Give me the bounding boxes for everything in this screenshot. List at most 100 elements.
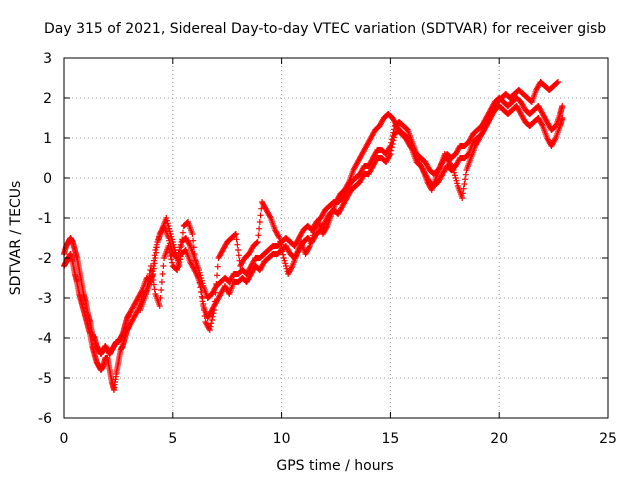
data-point bbox=[254, 239, 261, 245]
data-point bbox=[166, 228, 173, 235]
y-tick-label: -2 bbox=[38, 251, 52, 267]
data-point bbox=[211, 298, 218, 305]
data-point bbox=[189, 231, 196, 237]
data-point bbox=[158, 287, 165, 293]
data-point bbox=[306, 244, 313, 251]
data-point bbox=[163, 217, 170, 224]
data-point bbox=[167, 253, 174, 259]
data-point bbox=[168, 233, 175, 240]
data-point bbox=[257, 212, 264, 219]
data-points bbox=[61, 79, 566, 393]
data-point bbox=[309, 235, 316, 241]
data-point bbox=[454, 180, 461, 187]
data-point bbox=[387, 151, 394, 157]
data-point bbox=[484, 120, 491, 127]
data-point bbox=[166, 237, 173, 244]
y-tick-label: -1 bbox=[38, 211, 52, 227]
data-point bbox=[306, 243, 313, 249]
data-point bbox=[157, 295, 164, 301]
data-point bbox=[234, 241, 241, 248]
data-point bbox=[166, 249, 173, 256]
data-point bbox=[233, 236, 240, 243]
data-point bbox=[179, 229, 186, 236]
data-point bbox=[276, 235, 283, 241]
y-tick-label: 0 bbox=[43, 171, 52, 187]
plot-frame bbox=[63, 57, 609, 419]
data-point bbox=[212, 289, 219, 296]
y-tick-label: -6 bbox=[38, 411, 52, 427]
data-point bbox=[190, 237, 197, 244]
x-tick-label: 10 bbox=[273, 431, 291, 447]
data-point bbox=[163, 215, 170, 221]
data-point bbox=[280, 255, 287, 261]
data-point bbox=[150, 271, 157, 277]
data-point bbox=[214, 272, 221, 279]
data-point bbox=[278, 245, 285, 251]
data-point bbox=[134, 308, 141, 315]
data-point bbox=[153, 244, 160, 251]
data-point bbox=[459, 190, 466, 197]
data-point bbox=[165, 243, 172, 249]
data-point bbox=[281, 257, 288, 264]
data-point bbox=[207, 323, 214, 330]
data-point bbox=[148, 263, 155, 269]
data-point bbox=[235, 252, 242, 259]
data-point bbox=[172, 249, 179, 256]
y-tick-label: -5 bbox=[38, 371, 52, 387]
data-point bbox=[153, 249, 160, 256]
data-point bbox=[198, 283, 205, 289]
y-axis-label: SDTVAR / TECUs bbox=[8, 181, 24, 296]
data-point bbox=[192, 257, 199, 264]
data-point bbox=[171, 247, 178, 253]
data-point bbox=[280, 251, 287, 258]
data-point bbox=[451, 169, 458, 176]
data-point bbox=[193, 264, 200, 271]
data-point bbox=[200, 307, 207, 313]
data-point bbox=[175, 260, 182, 267]
data-point bbox=[211, 307, 218, 313]
data-point bbox=[232, 231, 239, 238]
data-point bbox=[174, 255, 181, 261]
data-point bbox=[200, 301, 207, 307]
data-point bbox=[450, 167, 457, 173]
data-point bbox=[176, 263, 183, 269]
data-point bbox=[419, 165, 426, 172]
data-point bbox=[208, 320, 215, 327]
data-point bbox=[191, 251, 198, 257]
data-point bbox=[166, 225, 173, 232]
data-point bbox=[559, 115, 566, 121]
y-tick-label: -3 bbox=[38, 291, 52, 307]
data-point bbox=[255, 232, 262, 239]
data-point bbox=[559, 103, 566, 109]
data-point bbox=[213, 281, 220, 287]
data-point bbox=[391, 134, 398, 141]
data-point bbox=[552, 136, 559, 143]
data-point bbox=[160, 263, 167, 269]
data-point bbox=[198, 289, 205, 295]
data-point bbox=[389, 141, 396, 147]
data-point bbox=[177, 241, 184, 248]
data-point bbox=[177, 256, 184, 263]
data-point bbox=[256, 219, 263, 225]
data-point bbox=[462, 171, 469, 178]
data-point bbox=[554, 79, 561, 86]
data-point bbox=[166, 246, 173, 253]
chart-title: Day 315 of 2021, Sidereal Day-to-day VTE… bbox=[44, 21, 606, 37]
data-point bbox=[288, 264, 295, 271]
data-point bbox=[150, 281, 157, 288]
data-point bbox=[151, 260, 158, 267]
axis-ticks: 0 5 10 15 20 25 -6 -5 -4 -3 -2 -1 0 1 2 3 bbox=[38, 51, 617, 447]
data-point bbox=[165, 223, 172, 229]
data-point bbox=[171, 244, 178, 251]
data-point bbox=[256, 225, 263, 232]
y-tick-label: 1 bbox=[43, 131, 52, 147]
data-point bbox=[459, 195, 466, 201]
x-tick-label: 15 bbox=[381, 431, 399, 447]
data-point bbox=[310, 229, 317, 236]
data-point bbox=[451, 172, 458, 179]
y-tick-label: -4 bbox=[38, 331, 52, 347]
data-point bbox=[159, 271, 166, 277]
data-point bbox=[307, 240, 314, 247]
data-point bbox=[538, 121, 545, 128]
x-tick-label: 5 bbox=[168, 431, 177, 447]
